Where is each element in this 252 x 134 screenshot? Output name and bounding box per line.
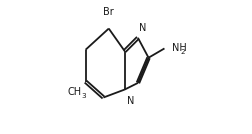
Text: N: N — [127, 96, 134, 105]
Text: N: N — [139, 23, 147, 33]
Text: 3: 3 — [81, 93, 85, 99]
Text: NH: NH — [172, 43, 186, 53]
Text: CH: CH — [67, 87, 81, 97]
Text: Br: Br — [103, 7, 114, 17]
Text: 2: 2 — [181, 49, 185, 55]
